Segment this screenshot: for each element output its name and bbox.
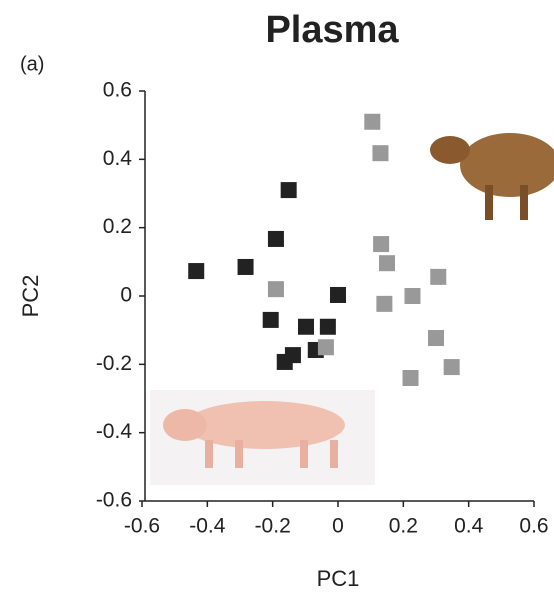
point bbox=[376, 296, 392, 312]
y-tick-label: -0.4 bbox=[96, 420, 133, 443]
x-tick-label: -0.2 bbox=[255, 515, 291, 538]
y-tick-label: 0.2 bbox=[103, 215, 132, 238]
panel-label: (a) bbox=[20, 53, 44, 75]
y-tick-label: -0.2 bbox=[96, 352, 132, 375]
point bbox=[330, 287, 346, 303]
y-tick-label: -0.6 bbox=[96, 489, 132, 512]
point bbox=[277, 354, 293, 370]
point bbox=[318, 339, 334, 355]
y-tick-label: 0.6 bbox=[103, 79, 132, 102]
pig-illustration-top bbox=[430, 133, 554, 220]
point bbox=[188, 263, 204, 279]
point bbox=[320, 319, 336, 335]
y-tick-label: 0.4 bbox=[103, 147, 133, 170]
point bbox=[372, 145, 388, 161]
x-tick-label: 0 bbox=[332, 515, 344, 538]
point bbox=[379, 255, 395, 271]
x-tick-label: 0.2 bbox=[389, 515, 418, 538]
point bbox=[298, 319, 314, 335]
point bbox=[364, 114, 380, 130]
point bbox=[428, 330, 444, 346]
point bbox=[430, 269, 446, 285]
y-tick-label: 0 bbox=[120, 284, 132, 307]
x-tick-label: -0.6 bbox=[124, 515, 160, 538]
point bbox=[281, 182, 297, 198]
x-axis-label: PC1 bbox=[317, 566, 360, 591]
point bbox=[373, 236, 389, 252]
point bbox=[404, 288, 420, 304]
point bbox=[444, 359, 460, 375]
chart-title: Plasma bbox=[265, 9, 399, 51]
point bbox=[268, 281, 284, 297]
x-tick-label: -0.4 bbox=[189, 515, 226, 538]
point bbox=[263, 312, 279, 328]
pig-illustration-bottom bbox=[150, 390, 375, 485]
x-tick-label: 0.4 bbox=[454, 515, 484, 538]
point bbox=[268, 231, 284, 247]
x-tick-label: 0.6 bbox=[519, 515, 548, 538]
point bbox=[403, 370, 419, 386]
y-axis-label: PC2 bbox=[18, 275, 43, 318]
chart: Plasma (a) PC1 PC2 -0.6 -0.4 -0.2 0 0.2 0.4 0.… bbox=[0, 0, 554, 596]
point bbox=[238, 259, 254, 275]
